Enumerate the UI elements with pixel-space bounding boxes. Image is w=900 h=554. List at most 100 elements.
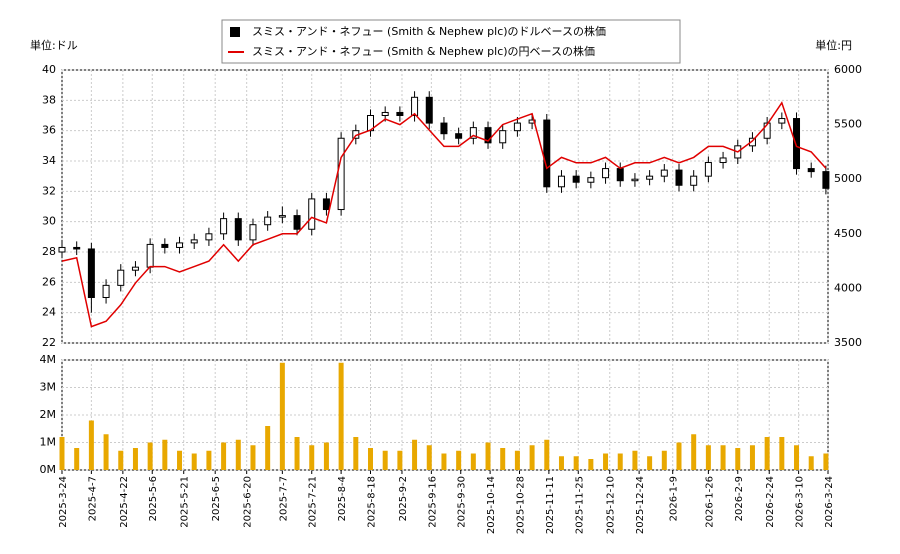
candle-body [455,133,463,139]
candle-body [572,175,580,183]
volume-bar [823,453,829,470]
x-tick-label: 2025-9-16 [427,476,438,528]
volume-bar [470,453,476,470]
volume-bar [353,437,359,470]
candle-body [190,239,198,244]
volume-bar [558,456,564,470]
volume-bar [529,445,535,470]
y-tick-label: 3M [40,381,57,394]
candle-body [396,111,404,117]
volume-bar [412,439,418,470]
volume-bar [88,420,94,470]
y-tick-label: 40 [42,63,56,76]
candle-body [557,175,565,188]
candle-body [146,243,154,268]
x-tick-label: 2026-1-26 [704,476,715,528]
candle-body [293,215,301,230]
candle-body [822,171,830,189]
x-tick-label: 2025-5-6 [148,476,159,521]
candle-body [220,218,228,235]
candle-body [528,119,536,124]
x-tick-label: 2025-7-21 [308,476,319,528]
y-tick-label: 26 [42,275,56,288]
candle-body [176,242,184,248]
candle-body [646,175,654,180]
volume-bar [514,450,520,470]
x-tick-label: 2025-11-11 [545,476,556,534]
candle-body [87,248,95,298]
candle-body [337,137,345,211]
candle-body [264,216,272,226]
volume-bar [74,448,80,470]
candle-body [587,177,595,183]
legend-swatch [230,27,240,37]
y-tick-label: 36 [42,124,56,137]
volume-bar [808,456,814,470]
x-tick-label: 2026-1-9 [669,476,680,521]
y-tick-label: 30 [42,215,56,228]
y-tick-label: 4M [40,353,57,366]
volume-bar [397,450,403,470]
y-tick-label: 32 [42,184,56,197]
volume-bar [441,453,447,470]
volume-bar [265,426,271,470]
volume-bar [588,459,594,470]
right-axis-label: 単位:円 [815,38,852,52]
volume-bar [426,445,432,470]
volume-bar [132,448,138,470]
volume-bar [59,437,65,470]
volume-bar [603,453,609,470]
volume-bar [323,442,329,470]
volume-bar [573,456,579,470]
legend [221,19,681,64]
volume-bar [794,445,800,470]
volume-bar [221,442,227,470]
candle-body [411,96,419,117]
candle-body [513,122,521,132]
volume-bar [103,434,109,470]
x-tick-label: 2025-11-25 [574,476,585,534]
candle-body [631,178,639,182]
volume-bar [632,450,638,470]
candle-body [484,127,492,144]
volume-bar [735,448,741,470]
y2-tick-label: 4000 [834,281,862,294]
x-tick-label: 2025-5-21 [180,476,191,528]
legend-label: スミス・アンド・ネフュー (Smith & Nephew plc)のドルベースの… [252,24,606,38]
y-tick-label: 2M [40,408,57,421]
volume-bar [177,450,183,470]
volume-bar [206,450,212,470]
x-tick-label: 2026-2-9 [734,476,745,521]
candle-body [117,269,125,286]
volume-bar [779,437,785,470]
volume-bar [338,362,344,470]
volume-bar [647,456,653,470]
candle-body [381,111,389,117]
y-tick-label: 34 [42,154,56,167]
candle-body [425,96,433,124]
x-tick-label: 2025-10-28 [516,476,527,534]
candle-body [205,233,213,241]
candle-body [249,224,257,241]
x-tick-label: 2025-4-7 [87,476,98,521]
candle-body [308,198,316,230]
x-tick-label: 2025-9-2 [398,476,409,521]
y-tick-label: 28 [42,245,56,258]
candle-body [660,169,668,177]
candle-body [131,266,139,271]
legend-label: スミス・アンド・ネフュー (Smith & Nephew plc)の円ベースの株… [252,44,595,58]
x-tick-label: 2025-12-24 [635,476,646,534]
volume-bar [279,362,285,470]
volume-bar [720,445,726,470]
x-tick-label: 2025-3-24 [58,476,69,528]
volume-bar [162,439,168,470]
volume-bar [544,439,550,470]
candle-body [322,198,330,211]
candle-body [469,127,477,139]
y2-tick-label: 5000 [834,172,862,185]
volume-bar [764,437,770,470]
candle-body [675,169,683,186]
price-frame [61,69,829,344]
candle-body [748,137,756,147]
